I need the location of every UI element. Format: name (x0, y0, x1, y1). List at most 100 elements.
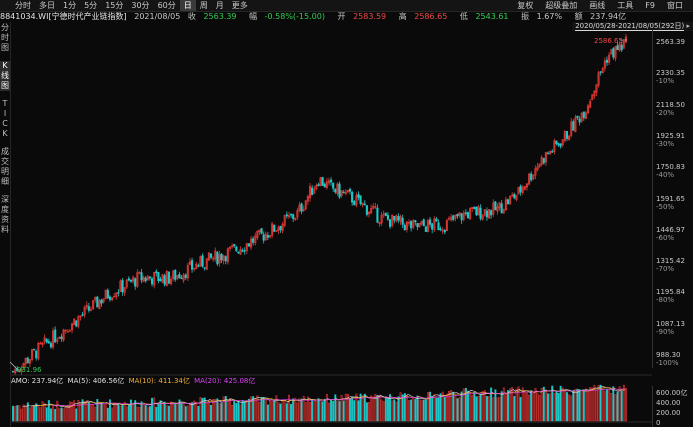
candle-body (249, 238, 253, 248)
period-tab-4[interactable]: 15分 (105, 1, 124, 10)
volume-bar (538, 394, 541, 422)
candle-body (458, 212, 461, 216)
volume-bar (422, 399, 425, 422)
volume-bar (351, 396, 354, 422)
volume-bar (580, 391, 583, 422)
volume-bar (342, 400, 345, 422)
candle-body (271, 223, 274, 236)
candle-body (340, 190, 343, 196)
price-tick: 2330.35 (656, 69, 685, 78)
candle-body (22, 363, 25, 368)
period-tab-1[interactable]: 多日 (39, 1, 55, 10)
amo-legend: AMO: 237.94亿 MA(5): 406.56亿 MA(10): 411.… (11, 377, 257, 386)
volume-bar (31, 405, 33, 422)
candle-body (235, 246, 238, 252)
candle-body (330, 179, 333, 183)
volume-bar (559, 385, 562, 422)
candle-body (279, 225, 282, 230)
volume-bar (184, 406, 187, 422)
volume-bar (304, 402, 307, 422)
volume-bar (363, 393, 366, 422)
volume-tick: 0 (656, 419, 661, 427)
volume-bar (290, 403, 293, 422)
candle-body (311, 187, 314, 196)
period-tab-7[interactable]: 日 (179, 0, 196, 11)
volume-bar (614, 394, 617, 422)
volume-bar (98, 401, 101, 422)
price-tick: 1446.97 (656, 225, 685, 234)
volume-bar (256, 395, 259, 422)
candle-body (115, 292, 118, 298)
period-tab-2[interactable]: 1分 (63, 1, 77, 10)
volume-bar (22, 404, 25, 422)
candle-body (557, 143, 560, 146)
volume-bar (603, 390, 606, 422)
volume-bar (418, 399, 421, 422)
tool-button-3[interactable]: 工具 (617, 1, 634, 10)
candle-body (169, 278, 173, 285)
volume-bar (361, 395, 364, 422)
candle-body (574, 117, 577, 133)
candle-body (517, 187, 520, 195)
volume-bar (439, 393, 442, 422)
candle-body (565, 131, 569, 139)
candle-body (317, 184, 320, 186)
period-tab-8[interactable]: 周 (199, 1, 208, 10)
price-axis: 2563.39 2330.35 -10% 2118.50 -20% 1925.91 -30%… (652, 30, 693, 368)
kline-chart[interactable]: 2586.65 931.96 (0, 0, 652, 427)
sidebar-tab-0[interactable]: 分时图 (1, 23, 9, 52)
sidebar-tab-4[interactable]: 深度资料 (1, 195, 9, 234)
quote-date: 2021/08/05 (134, 12, 181, 21)
volume-bar (41, 401, 44, 422)
candle-body (624, 36, 628, 43)
tool-button-5[interactable]: 窗口 (667, 1, 683, 10)
candle-body (597, 72, 600, 86)
volume-bar (205, 403, 208, 422)
period-tab-3[interactable]: 5分 (84, 1, 98, 10)
period-tab-10[interactable]: 更多 (231, 1, 248, 10)
period-tab-5[interactable]: 30分 (131, 1, 150, 10)
candle-body (361, 202, 364, 206)
candle-body (576, 115, 579, 118)
candle-body (258, 229, 261, 233)
amount-label: 额 (574, 12, 583, 21)
candle-body (582, 111, 585, 118)
tool-button-2[interactable]: 画线 (589, 1, 606, 10)
period-tab-6[interactable]: 60分 (157, 1, 176, 10)
candle-body (397, 216, 400, 221)
amplitude-label: 振 (521, 12, 530, 21)
candle-body (530, 173, 533, 181)
volume-bar (203, 397, 206, 422)
high-value: 2586.65 (414, 12, 448, 21)
candle-body (612, 48, 615, 58)
volume-bar (420, 399, 423, 422)
candle-body (599, 71, 602, 73)
candle-body (553, 140, 556, 152)
volume-bar (494, 389, 497, 422)
tool-button-1[interactable]: 超级叠加 (545, 1, 578, 10)
candle-body (422, 219, 425, 227)
volume-bar (306, 396, 309, 422)
quote-info-bar: 8841034.WI[宁德时代产业链指数] 2021/08/05 收 2563.… (0, 11, 693, 22)
period-tab-9[interactable]: 月 (215, 1, 224, 10)
volume-bar (85, 400, 88, 422)
candle-body (35, 350, 38, 359)
volume-bar (584, 388, 587, 422)
candle-body (275, 230, 278, 232)
candle-body (300, 203, 303, 212)
volume-bar (549, 393, 552, 422)
volume-bar (39, 407, 42, 422)
volume-bar (106, 407, 109, 422)
candle-body (605, 59, 609, 63)
volume-bar (115, 403, 118, 422)
sidebar-tab-3[interactable]: 成交明细 (1, 147, 9, 186)
volume-bar (624, 388, 627, 422)
tool-button-4[interactable]: F9 (645, 1, 655, 10)
volume-bar (610, 393, 613, 422)
period-tab-0[interactable]: 分时 (15, 1, 31, 10)
date-range-label[interactable]: 2020/05/28-2021/08/05(292日) ▸ (572, 22, 693, 31)
volume-bar (178, 399, 181, 422)
tool-button-0[interactable]: 复权 (517, 1, 534, 10)
